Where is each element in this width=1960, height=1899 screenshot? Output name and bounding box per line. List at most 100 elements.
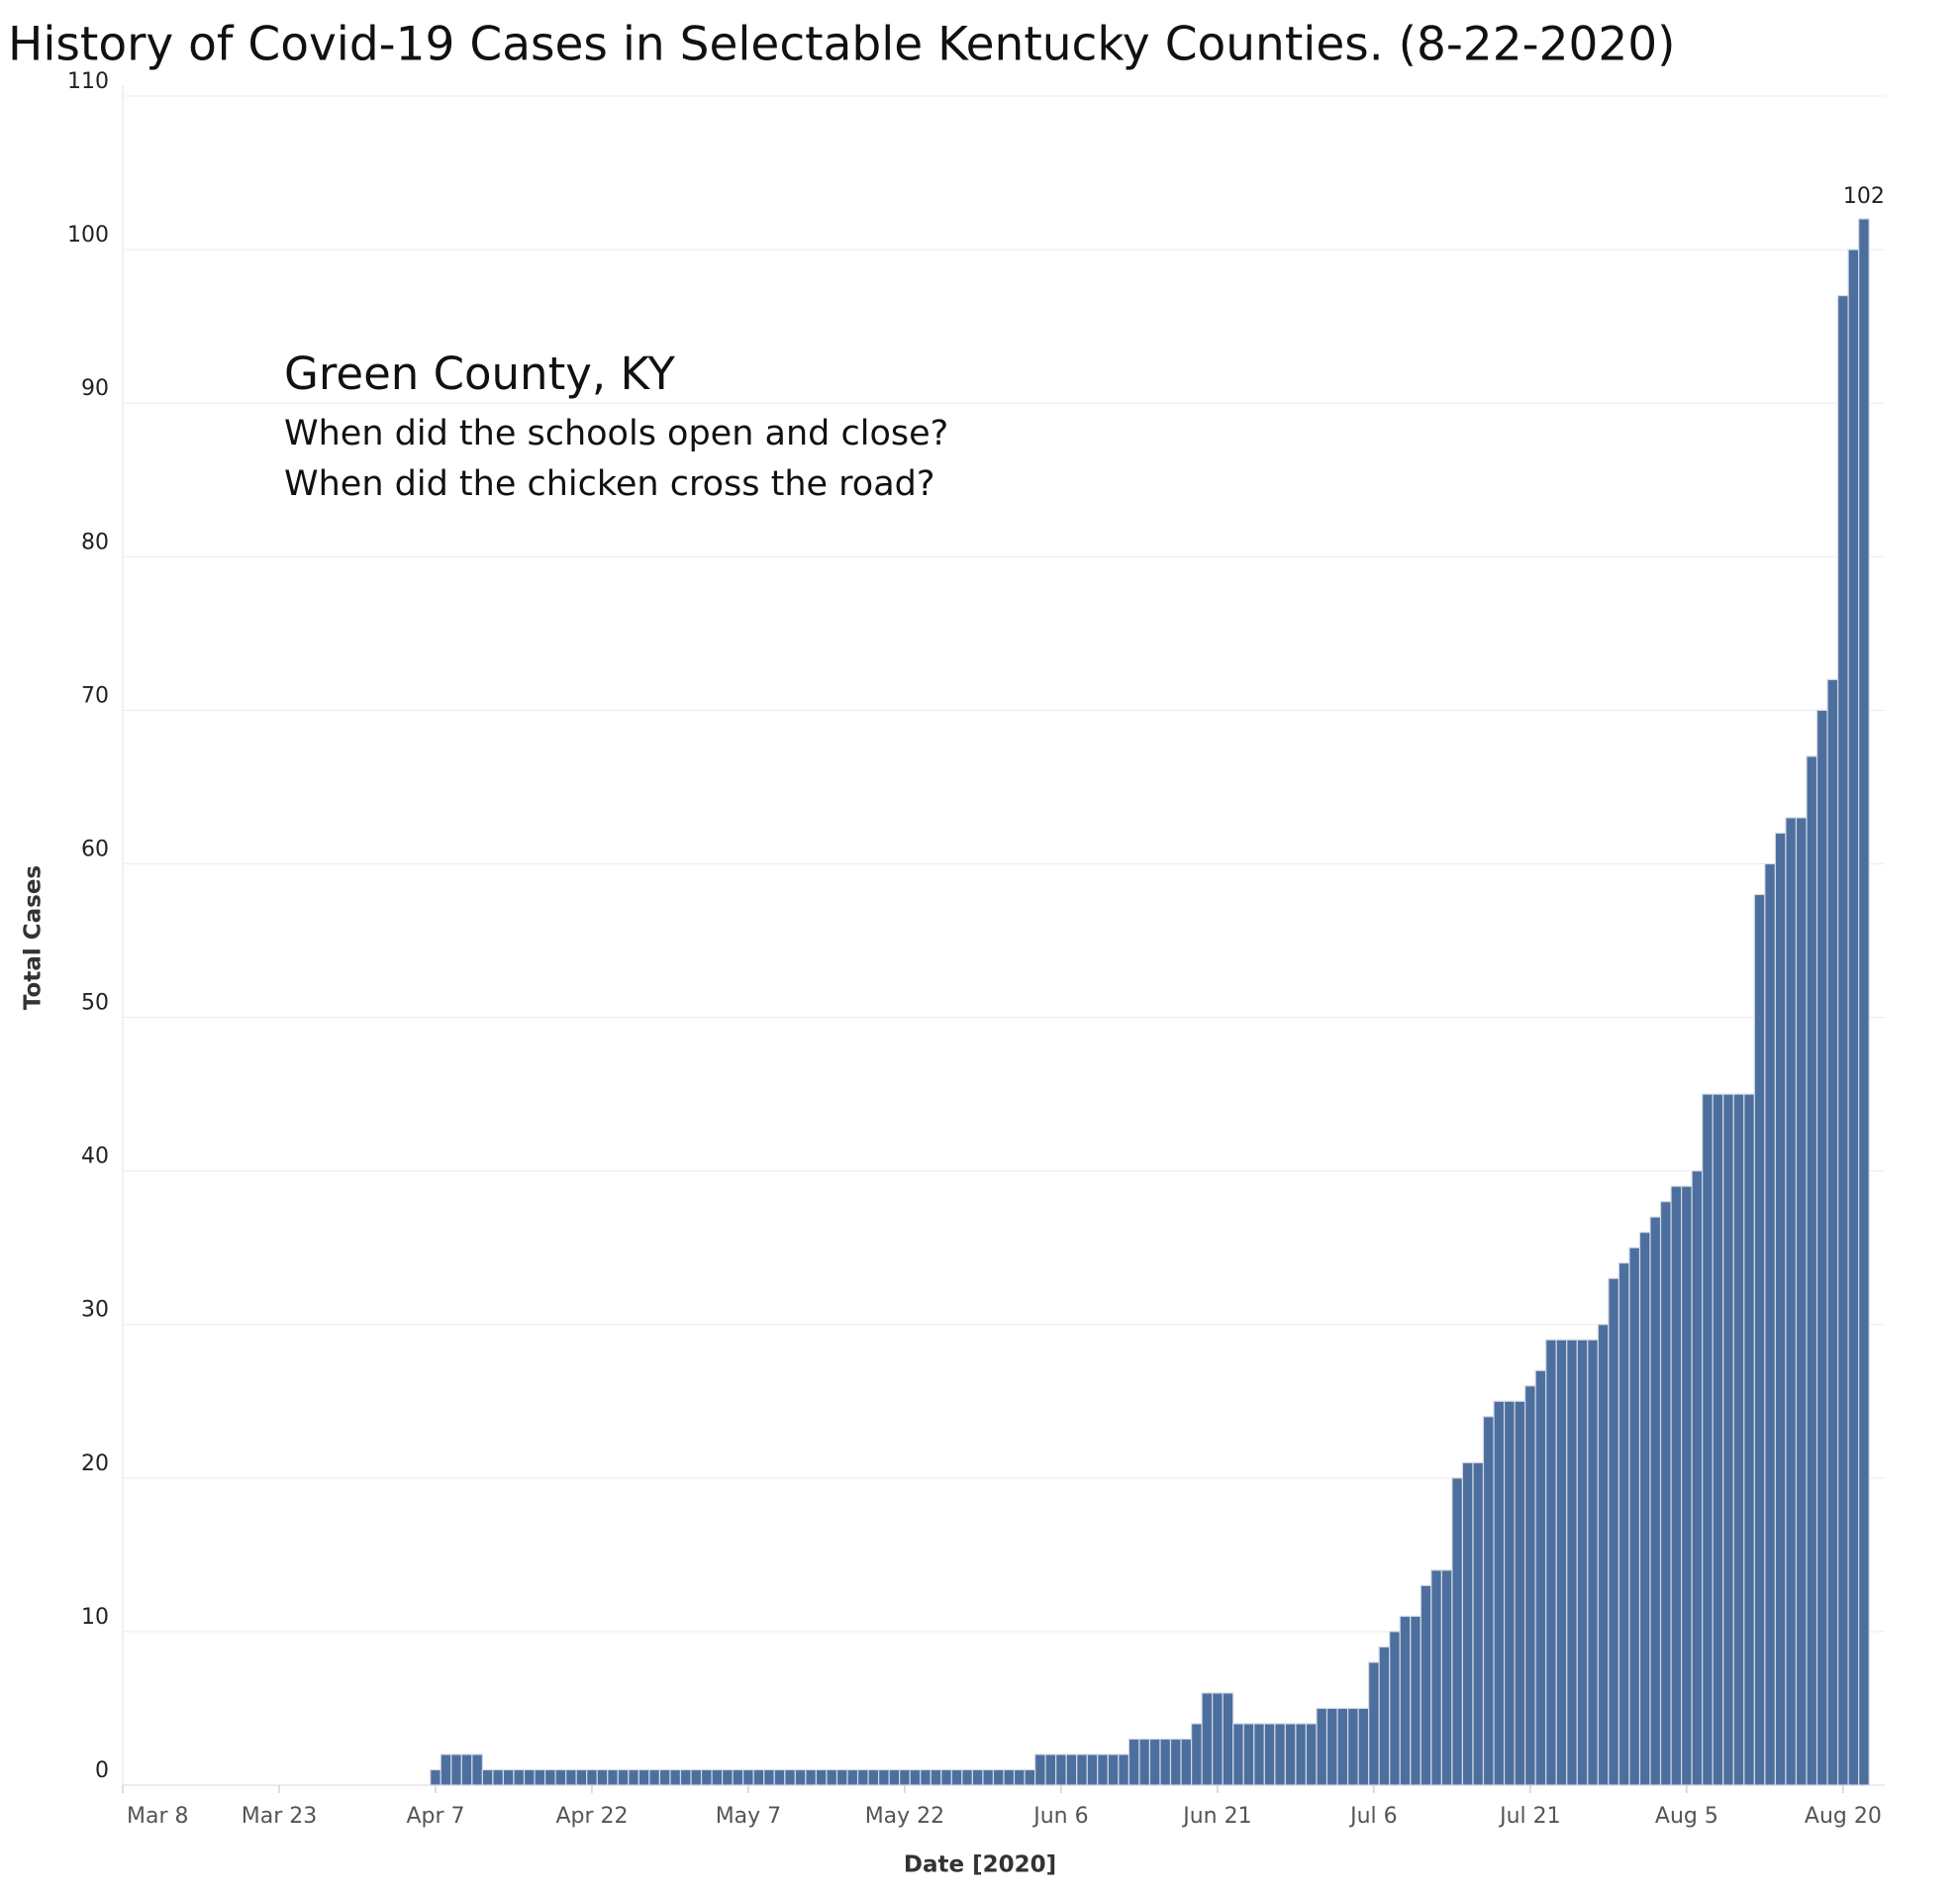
y-tick-label: 60 xyxy=(81,837,109,861)
x-tick-label: Apr 7 xyxy=(406,1804,464,1829)
bar xyxy=(1159,1738,1172,1786)
y-tick-label: 80 xyxy=(81,530,109,554)
bar xyxy=(1055,1753,1067,1786)
bar xyxy=(430,1768,441,1786)
bar xyxy=(586,1768,598,1786)
bar xyxy=(1691,1170,1704,1786)
bar xyxy=(742,1768,754,1786)
bar xyxy=(1858,218,1870,1786)
annotation-heading: Green County, KY xyxy=(284,348,675,400)
bar xyxy=(763,1768,775,1786)
bar xyxy=(1545,1339,1557,1786)
x-tick-label: Aug 5 xyxy=(1655,1804,1718,1829)
bar xyxy=(1138,1738,1151,1786)
bar xyxy=(1305,1723,1318,1786)
x-tick-label: Mar 23 xyxy=(242,1804,318,1829)
bar xyxy=(1399,1615,1412,1786)
bar xyxy=(1212,1692,1224,1786)
bar xyxy=(637,1768,650,1786)
bar xyxy=(1482,1416,1495,1786)
bar xyxy=(1107,1753,1120,1786)
y-tick-label: 90 xyxy=(81,376,109,401)
y-tick-label: 30 xyxy=(81,1298,109,1323)
bar xyxy=(752,1768,765,1786)
bar xyxy=(1325,1707,1338,1786)
bar xyxy=(1659,1201,1672,1786)
bar xyxy=(1201,1692,1214,1786)
bar xyxy=(992,1768,1005,1786)
bar xyxy=(732,1768,744,1786)
bar xyxy=(1024,1768,1036,1786)
bar xyxy=(1702,1093,1714,1786)
x-axis-title: Date [2020] xyxy=(904,1852,1056,1878)
bar xyxy=(1617,1262,1630,1786)
bar xyxy=(1514,1400,1526,1786)
bar xyxy=(1242,1723,1255,1786)
bar xyxy=(1368,1661,1380,1786)
bar xyxy=(920,1768,931,1786)
bar xyxy=(1013,1768,1026,1786)
bar xyxy=(773,1768,786,1786)
bar xyxy=(909,1768,922,1786)
bar xyxy=(1795,817,1808,1786)
bar xyxy=(617,1768,630,1786)
bar xyxy=(481,1768,494,1786)
x-tick-label: Jul 21 xyxy=(1498,1804,1561,1829)
bar xyxy=(1118,1753,1129,1786)
bar xyxy=(1576,1339,1589,1786)
bar xyxy=(1743,1093,1755,1786)
bar xyxy=(607,1768,619,1786)
bar xyxy=(1430,1569,1442,1786)
bar xyxy=(700,1768,713,1786)
bar xyxy=(835,1768,848,1786)
bar xyxy=(1493,1400,1506,1786)
bar xyxy=(1649,1216,1662,1786)
bar xyxy=(1253,1723,1265,1786)
bar xyxy=(899,1768,911,1786)
bar xyxy=(1086,1753,1099,1786)
bar xyxy=(658,1768,671,1786)
y-tick-label: 0 xyxy=(95,1758,109,1783)
bar xyxy=(543,1768,556,1786)
bar xyxy=(1722,1093,1734,1786)
bar xyxy=(1534,1369,1547,1786)
bar xyxy=(1555,1339,1568,1786)
bar xyxy=(1263,1723,1276,1786)
bar xyxy=(1127,1738,1140,1786)
bar xyxy=(1180,1738,1193,1786)
bar xyxy=(575,1768,588,1786)
bar xyxy=(950,1768,963,1786)
bar xyxy=(1097,1753,1109,1786)
bar xyxy=(815,1768,828,1786)
bar xyxy=(867,1768,880,1786)
bar xyxy=(1284,1723,1297,1786)
bar xyxy=(1774,832,1787,1786)
y-tick-label: 20 xyxy=(81,1451,109,1476)
y-tick-label: 100 xyxy=(67,223,109,248)
bar xyxy=(628,1768,639,1786)
bar xyxy=(1440,1569,1453,1786)
bar xyxy=(1420,1584,1432,1786)
bar xyxy=(492,1768,505,1786)
bar xyxy=(1295,1723,1308,1786)
annotation-line: When did the chicken cross the road? xyxy=(284,464,934,504)
x-tick-label: Apr 22 xyxy=(555,1804,628,1829)
bar xyxy=(784,1768,796,1786)
y-tick-label: 50 xyxy=(81,991,109,1016)
bar xyxy=(1587,1339,1599,1786)
y-tick-label: 10 xyxy=(81,1605,109,1630)
bar xyxy=(1712,1093,1724,1786)
bar xyxy=(1003,1768,1016,1786)
bar xyxy=(826,1768,838,1786)
bar xyxy=(1274,1723,1286,1786)
bar xyxy=(1378,1646,1391,1786)
bar xyxy=(513,1768,526,1786)
x-tick-label: May 7 xyxy=(716,1804,781,1829)
bar xyxy=(1764,862,1777,1786)
bar xyxy=(460,1753,473,1786)
bar xyxy=(982,1768,995,1786)
bar xyxy=(554,1768,567,1786)
x-tick-label: Mar 8 xyxy=(127,1804,189,1829)
bar xyxy=(648,1768,661,1786)
